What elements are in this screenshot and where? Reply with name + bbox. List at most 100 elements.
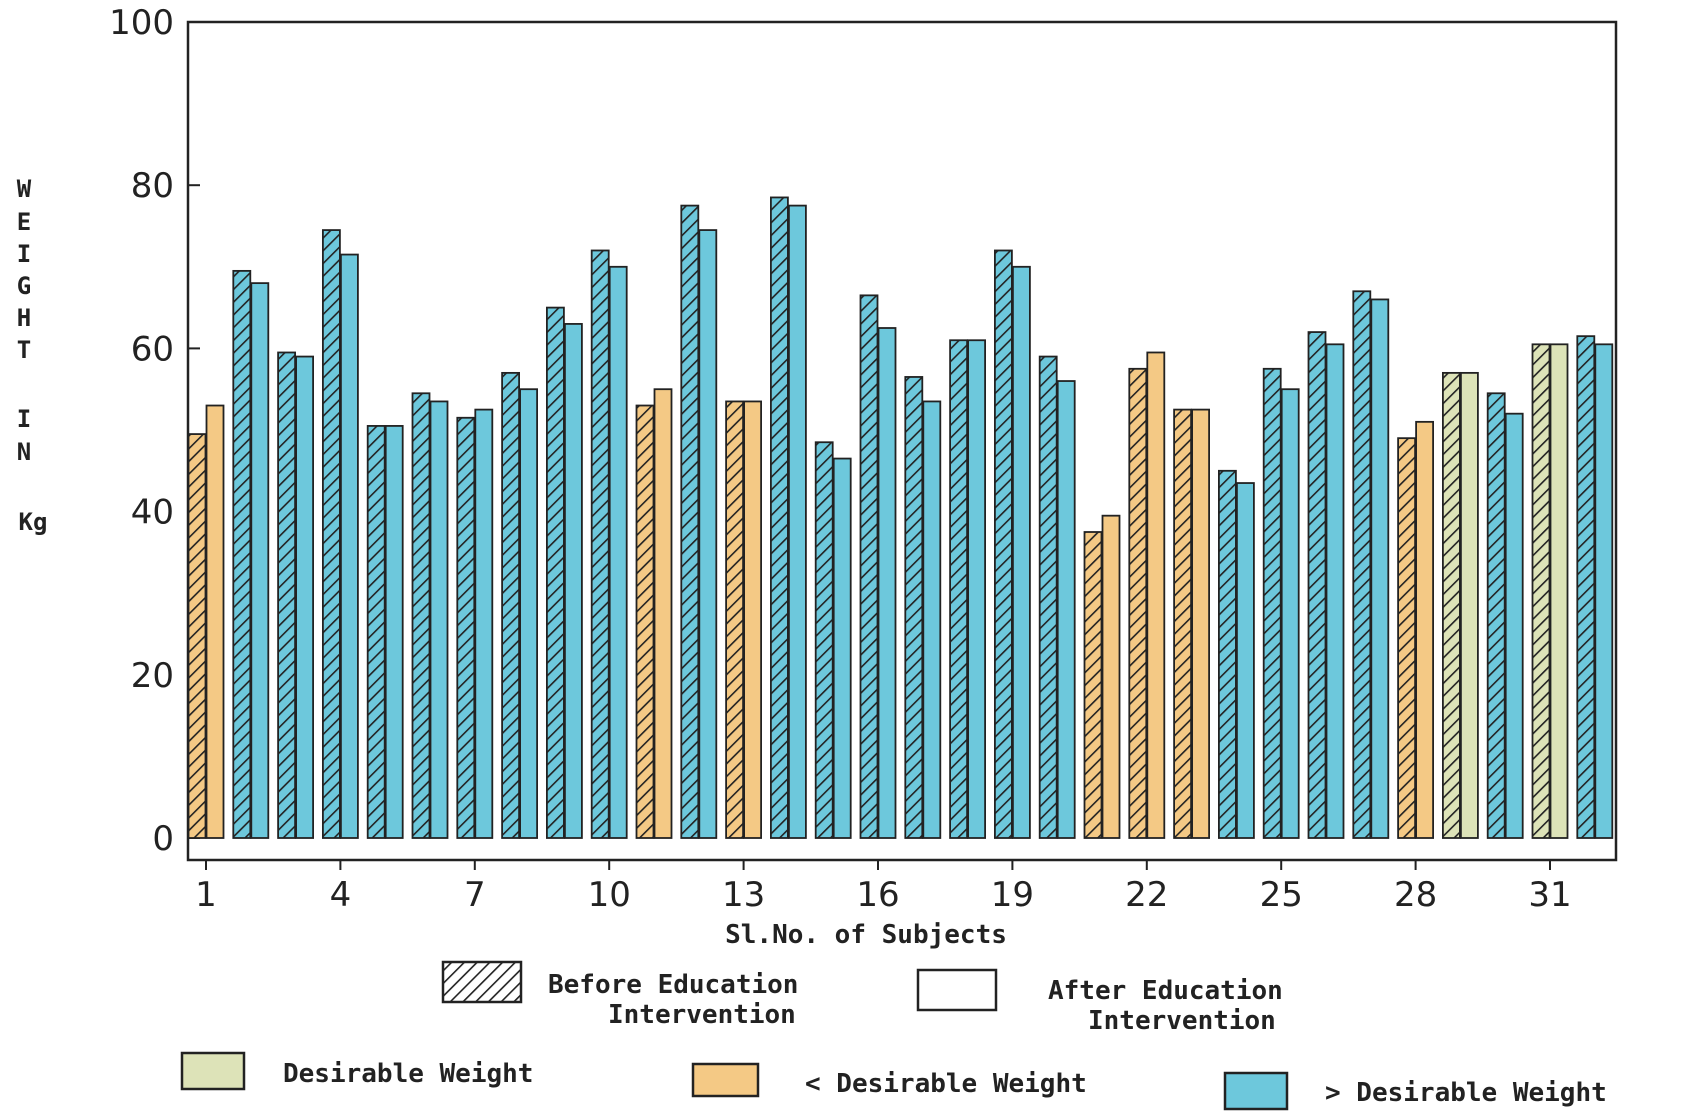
bar-before-hatch xyxy=(501,371,521,839)
bar-after xyxy=(205,404,225,839)
bars xyxy=(187,196,1614,839)
bar-before-hatch xyxy=(1442,371,1461,839)
bar-before-hatch xyxy=(1576,335,1596,839)
bar-after xyxy=(1146,351,1166,839)
bar-after xyxy=(519,388,538,839)
subject-group-27 xyxy=(1352,290,1390,839)
bar-before-hatch xyxy=(1397,437,1416,839)
bar-after xyxy=(743,400,762,839)
bar-before-hatch xyxy=(770,196,789,839)
bar-after xyxy=(1236,482,1255,839)
bar-before-hatch xyxy=(1128,367,1148,839)
bar-after xyxy=(474,408,494,839)
bar-after xyxy=(295,355,315,839)
legend-label-desirable: Desirable Weight xyxy=(283,1059,533,1089)
subject-group-20 xyxy=(1038,355,1076,839)
subject-group-30 xyxy=(1486,392,1524,839)
legend-label-after: After Education xyxy=(1048,976,1283,1006)
bar-before-hatch xyxy=(366,425,386,839)
bar-after xyxy=(1549,343,1569,839)
bar-after xyxy=(1594,343,1614,839)
bar-after xyxy=(1460,371,1479,839)
bar-before-hatch xyxy=(814,441,834,839)
y-tick-label: 80 xyxy=(131,166,174,206)
bar-before-hatch xyxy=(859,294,879,839)
bar-before-hatch xyxy=(590,249,610,839)
subject-group-8 xyxy=(501,371,538,839)
bar-after xyxy=(1415,420,1434,839)
subject-group-3 xyxy=(277,351,315,839)
bar-after xyxy=(922,400,942,839)
x-tick-label: 16 xyxy=(856,875,899,915)
bar-after xyxy=(1191,408,1210,839)
bar-before-hatch xyxy=(904,376,924,839)
y-axis-label-char: E xyxy=(17,208,31,236)
legend-swatch-desirable xyxy=(180,1051,246,1091)
subject-group-11 xyxy=(635,388,673,839)
subject-group-1 xyxy=(187,404,225,839)
bar-after xyxy=(832,457,852,839)
bar-after xyxy=(339,253,359,839)
subject-group-5 xyxy=(366,425,404,839)
x-tick-label: 7 xyxy=(464,875,486,915)
bar-after xyxy=(1101,514,1121,839)
subject-group-13 xyxy=(725,400,762,839)
subject-group-16 xyxy=(859,294,897,839)
bar-before-hatch xyxy=(725,400,744,839)
x-tick-label: 1 xyxy=(195,875,217,915)
y-axis-label-char: H xyxy=(17,304,31,332)
bar-after xyxy=(429,400,449,839)
bar-before-hatch xyxy=(1262,367,1282,839)
subject-group-24 xyxy=(1218,469,1255,839)
legend-swatch-after xyxy=(916,968,998,1012)
x-axis-ticks: 1 4 7 10 13 16 19 22 25 28 31 xyxy=(195,860,1572,915)
bar-after xyxy=(384,425,404,839)
subject-group-18 xyxy=(949,339,986,839)
bar-before-hatch xyxy=(1486,392,1506,839)
bar-before-hatch xyxy=(277,351,297,839)
subject-group-17 xyxy=(904,376,942,839)
legend-label-below-desirable: < Desirable Weight xyxy=(805,1069,1087,1099)
subject-group-28 xyxy=(1397,420,1434,839)
bar-before-hatch xyxy=(1531,343,1551,839)
subject-group-22 xyxy=(1128,351,1166,839)
bar-before-hatch xyxy=(411,392,431,839)
bar-before-hatch xyxy=(1218,469,1237,839)
x-tick-label: 25 xyxy=(1260,875,1303,915)
bar-before-hatch xyxy=(680,204,700,839)
bar-before-hatch xyxy=(1083,531,1103,839)
subject-group-29 xyxy=(1442,371,1479,839)
bar-after xyxy=(967,339,986,839)
x-tick-label: 10 xyxy=(588,875,631,915)
bar-before-hatch xyxy=(546,306,565,839)
bar-after xyxy=(698,229,718,839)
x-tick-label: 31 xyxy=(1528,875,1571,915)
subject-group-9 xyxy=(546,306,583,839)
y-axis-label-char: N xyxy=(17,438,31,466)
legend-label-above-desirable: > Desirable Weight xyxy=(1325,1078,1607,1108)
bar-before-hatch xyxy=(1307,331,1327,839)
legend-label-before: Before Education xyxy=(548,970,798,1000)
bar-after xyxy=(608,265,628,839)
y-tick-label: 20 xyxy=(131,656,174,696)
y-axis-label-char: I xyxy=(17,405,31,433)
subject-group-7 xyxy=(456,408,494,839)
bar-after xyxy=(1280,388,1300,839)
subject-group-31 xyxy=(1531,343,1569,839)
subject-group-19 xyxy=(994,249,1031,839)
legend-swatch-above-desirable xyxy=(1223,1071,1289,1111)
bar-after xyxy=(653,388,673,839)
bar-after xyxy=(1012,265,1031,839)
subject-group-26 xyxy=(1307,331,1345,839)
y-axis-label-char: I xyxy=(17,240,31,268)
bar-before-hatch xyxy=(456,416,476,839)
bar-before-hatch xyxy=(635,404,655,839)
y-axis-label-char: T xyxy=(17,336,31,364)
legend-label-before-2: Intervention xyxy=(608,1000,796,1030)
bar-after xyxy=(1325,343,1345,839)
legend-label-after-2: Intervention xyxy=(1088,1006,1276,1036)
subject-group-25 xyxy=(1262,367,1300,839)
x-tick-label: 22 xyxy=(1125,875,1168,915)
subject-group-12 xyxy=(680,204,718,839)
